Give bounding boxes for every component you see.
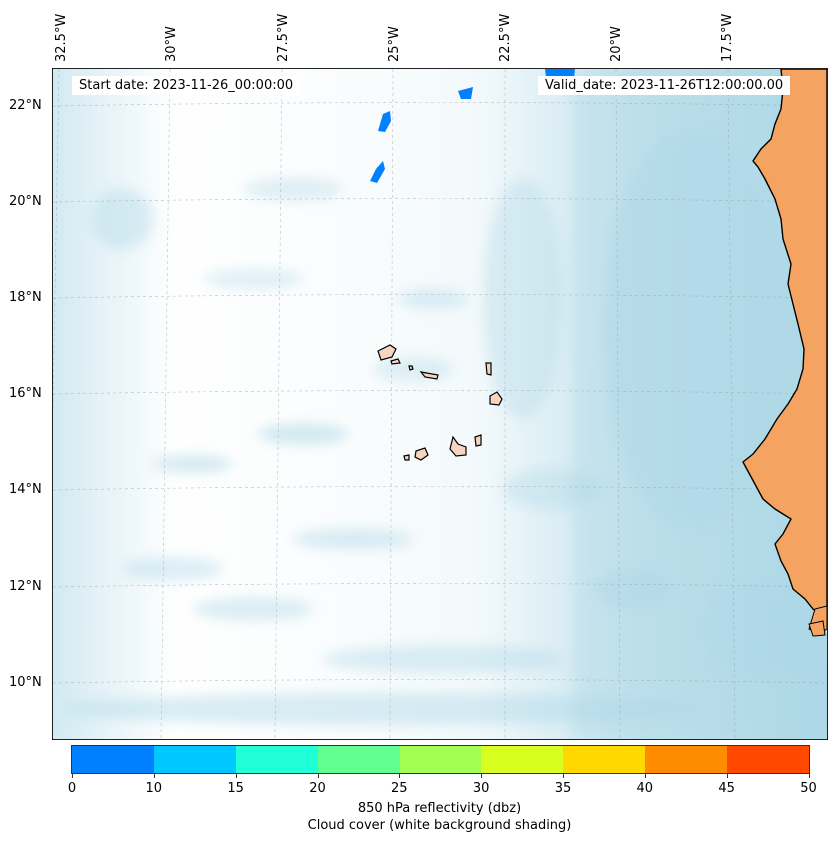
colorbar-bin <box>727 746 810 773</box>
graticule <box>53 69 827 739</box>
colorbar-sublabel: Cloud cover (white background shading) <box>307 818 572 833</box>
valid-date-label: Valid_date: 2023-11-26T12:00:00.00 <box>538 76 791 95</box>
lon-label: 30°W <box>164 26 179 62</box>
colorbar-label: 850 hPa reflectivity (dbz) <box>357 801 522 816</box>
lat-label: 16°N <box>9 386 42 401</box>
colorbar-tick-label: 30 <box>472 781 490 796</box>
colorbar-bin <box>399 746 482 773</box>
lon-label: 17.5°W <box>720 13 735 62</box>
colorbar-bin <box>235 746 318 773</box>
lon-label: 22.5°W <box>498 13 513 62</box>
lon-label: 25°W <box>387 26 402 62</box>
colorbar <box>71 745 810 774</box>
colorbar-tick-label: 0 <box>67 781 77 796</box>
colorbar-tick-label: 50 <box>800 781 817 796</box>
lat-label: 10°N <box>9 675 42 690</box>
colorbar-bin <box>317 746 400 773</box>
bissau-islands <box>808 620 826 637</box>
map-canvas <box>53 69 827 739</box>
colorbar-tick-label: 40 <box>636 781 654 796</box>
lat-label: 18°N <box>9 290 42 305</box>
lat-label: 12°N <box>9 579 42 594</box>
cloud-patches <box>63 69 827 739</box>
cape-verde-islands <box>377 344 503 461</box>
colorbar-tick-label: 25 <box>391 781 408 796</box>
ocean-shading-west <box>53 69 173 739</box>
start-date-label: Start date: 2023-11-26_00:00:00 <box>72 76 301 95</box>
colorbar-tick-label: 10 <box>145 781 163 796</box>
lat-label: 20°N <box>9 194 42 209</box>
colorbar-bin <box>481 746 564 773</box>
colorbar-tick-label: 20 <box>309 781 326 796</box>
lon-label: 20°W <box>609 26 624 62</box>
lat-label: 14°N <box>9 482 42 497</box>
lon-label: 32.5°W <box>54 13 69 62</box>
colorbar-tick-label: 45 <box>718 781 735 796</box>
colorbar-bin <box>645 746 728 773</box>
colorbar-bin <box>563 746 646 773</box>
map-panel[interactable] <box>52 68 828 740</box>
colorbar-bin <box>72 746 154 773</box>
lon-label: 27.5°W <box>276 13 291 62</box>
lat-label: 22°N <box>9 98 42 113</box>
colorbar-tick-label: 35 <box>554 781 572 796</box>
africa-land <box>742 69 827 630</box>
colorbar-bin <box>153 746 236 773</box>
colorbar-tick-label: 15 <box>227 781 244 796</box>
